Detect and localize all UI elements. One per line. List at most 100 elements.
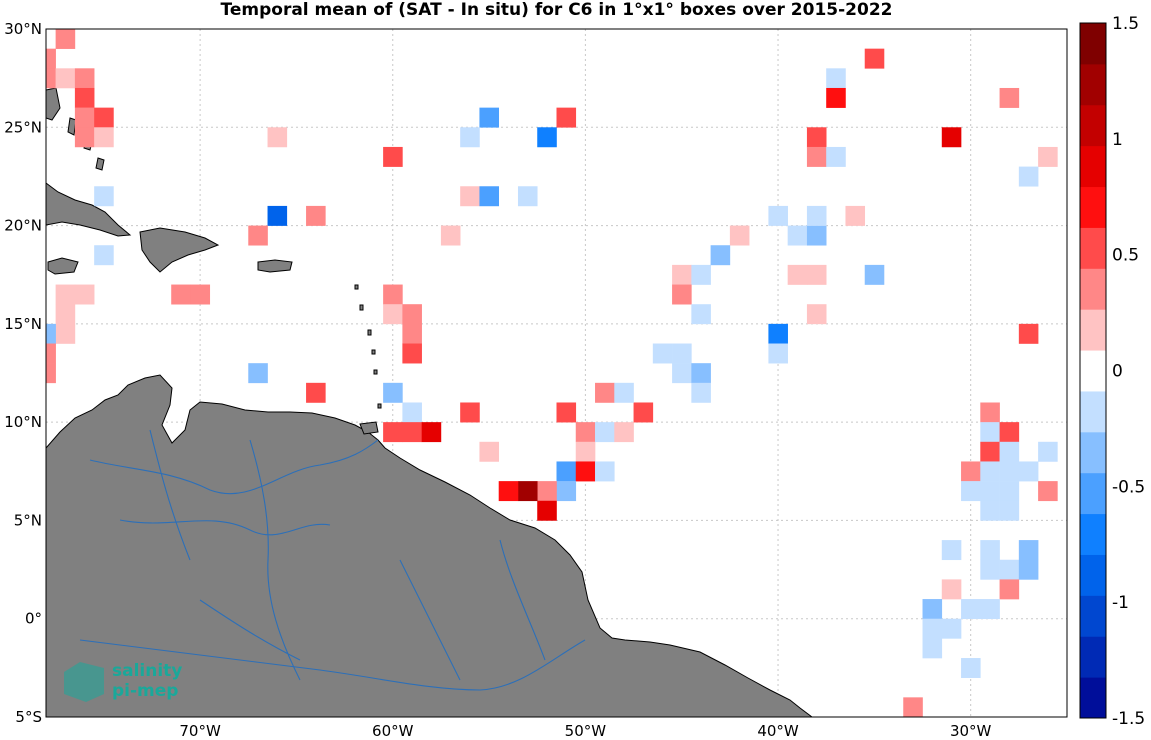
- heatmap-cell: [710, 245, 731, 266]
- heatmap-cell: [306, 205, 326, 226]
- lat-tick-label: 15°N: [4, 315, 42, 333]
- heatmap-cell: [691, 304, 711, 325]
- colorbar: 1.5 1 0.5 0 -0.5 -1 -1.5: [1079, 14, 1145, 729]
- logo-line2: pi-mep: [112, 681, 178, 701]
- heatmap-cell: [74, 127, 95, 148]
- axis-ticks: 70°W 60°W 50°W 40°W 30°W 30°N 25°N 20°N 15°N 10°N…: [4, 20, 991, 740]
- heatmap-cell: [306, 382, 326, 403]
- bahamas-land: [46, 87, 105, 171]
- heatmap-cell: [267, 127, 288, 148]
- heatmap-cell: [556, 107, 577, 128]
- heatmap-cell: [190, 284, 211, 305]
- heatmap-cell: [595, 382, 615, 403]
- heatmap-cell: [999, 481, 1020, 502]
- lon-tick-label: 50°W: [565, 722, 607, 740]
- heatmap-cell: [941, 540, 962, 561]
- heatmap-cell: [999, 579, 1020, 600]
- heatmap-cell: [806, 127, 827, 148]
- heatmap-cell: [691, 382, 711, 403]
- heatmap-cell: [1038, 441, 1058, 462]
- heatmap-cell: [768, 343, 788, 364]
- lat-tick-label: 25°N: [4, 118, 42, 136]
- heatmap-cell: [556, 461, 577, 482]
- heatmap-cell: [575, 441, 596, 462]
- heatmap-cell: [402, 422, 422, 443]
- heatmap-cell: [826, 68, 846, 89]
- heatmap-cell: [806, 304, 827, 325]
- colorbar-segment: [1080, 677, 1106, 719]
- heatmap-cell: [537, 500, 557, 521]
- colorbar-segments: [1080, 23, 1106, 719]
- heatmap-cell: [440, 225, 461, 246]
- colorbar-segment: [1080, 145, 1106, 188]
- colorbar-tick-label: -1: [1112, 593, 1129, 613]
- heatmap-cell: [74, 87, 95, 108]
- heatmap-cell: [961, 599, 981, 620]
- heatmap-cell: [806, 146, 827, 167]
- hispaniola-land: [139, 227, 220, 273]
- lon-tick-label: 40°W: [757, 722, 799, 740]
- heatmap-cell: [46, 323, 56, 344]
- heatmap-cell: [55, 68, 76, 89]
- jamaica-land: [47, 257, 79, 275]
- heatmap-cell: [479, 441, 500, 462]
- heatmap-cell: [55, 304, 76, 325]
- south-america-land: [46, 374, 813, 717]
- colorbar-segment: [1080, 636, 1106, 678]
- heatmap-cell: [55, 284, 76, 305]
- heatmap-cell: [1018, 323, 1039, 344]
- heatmap-cell: [1038, 481, 1058, 502]
- heatmap-cell: [999, 441, 1020, 462]
- colorbar-segment: [1080, 268, 1106, 310]
- cuba-land: [46, 182, 132, 237]
- heatmap-cell: [556, 481, 577, 502]
- colorbar-segment: [1080, 23, 1106, 65]
- heatmap-cell: [922, 618, 943, 639]
- heatmap-cell: [941, 579, 962, 600]
- heatmap-cell: [1018, 166, 1039, 187]
- colorbar-segment: [1080, 309, 1106, 351]
- lat-tick-label: 30°N: [4, 20, 42, 38]
- heatmap-cell: [672, 284, 692, 305]
- heatmap-cell: [806, 205, 827, 226]
- heatmap-cell: [55, 323, 76, 344]
- heatmap-cell: [787, 264, 808, 285]
- colorbar-segment: [1080, 227, 1106, 269]
- heatmap-cell: [402, 323, 422, 344]
- heatmap-cell: [74, 68, 95, 89]
- lesser-antilles-islands: [354, 284, 382, 409]
- heatmap-cell: [46, 343, 56, 364]
- colorbar-segment: [1080, 63, 1106, 106]
- colorbar-tick-label: 1: [1112, 130, 1123, 150]
- lat-tick-label: 0°: [25, 610, 42, 628]
- map-title: Temporal mean of (SAT - In situ) for C6 …: [220, 0, 893, 20]
- heatmap-cell: [94, 245, 114, 266]
- heatmap-cell: [383, 146, 403, 167]
- heatmap-cell: [672, 343, 692, 364]
- heatmap-cell: [402, 343, 422, 364]
- heatmap-cell: [575, 422, 596, 443]
- heatmap-cell: [614, 422, 634, 443]
- heatmap-cell: [980, 481, 1000, 502]
- heatmap-cell: [980, 461, 1000, 482]
- heatmap-cell: [999, 500, 1020, 521]
- heatmap-cell: [806, 264, 827, 285]
- heatmap-cell: [595, 422, 615, 443]
- heatmap-cell: [402, 402, 422, 423]
- heatmap-cell: [999, 422, 1020, 443]
- heatmap-cell: [980, 599, 1000, 620]
- heatmap-cell: [46, 363, 56, 384]
- heatmap-cell: [171, 284, 191, 305]
- puerto-rico-land: [257, 259, 293, 273]
- heatmap-cell: [614, 382, 634, 403]
- heatmap-cell: [498, 481, 519, 502]
- heatmap-cell: [768, 323, 788, 344]
- heatmap-cell: [980, 559, 1000, 580]
- heatmap-cell: [537, 127, 557, 148]
- heatmap-cell: [941, 618, 962, 639]
- heatmap-cell: [806, 225, 827, 246]
- heatmap-cell: [672, 264, 692, 285]
- heatmap-cell: [980, 422, 1000, 443]
- heatmap-cell: [517, 481, 538, 502]
